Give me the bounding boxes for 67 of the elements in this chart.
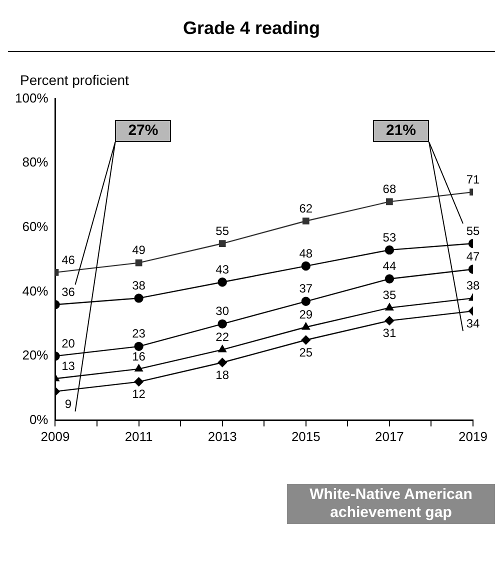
data-label: 53 [382, 230, 396, 244]
data-label: 44 [382, 259, 396, 274]
point [384, 274, 394, 284]
y-tick-label: 100% [15, 90, 49, 106]
y-tick-label: 20% [22, 348, 49, 363]
data-label: 9 [64, 396, 72, 411]
data-label: 71 [466, 172, 480, 186]
y-tick-label: 80% [22, 154, 49, 170]
text: White-Native American achievement gap [287, 484, 495, 524]
data-label: 48 [299, 246, 313, 260]
data-label: 38 [132, 278, 146, 293]
point [384, 316, 394, 326]
point [384, 245, 394, 255]
data-label: 49 [132, 243, 146, 258]
x-tick-label: 2011 [124, 428, 153, 444]
data-label: 20 [62, 336, 76, 350]
point [301, 335, 310, 345]
y-tick-label: 60% [22, 219, 49, 234]
x-tick-label: 2015 [291, 428, 320, 444]
x-tick-label: 2017 [374, 428, 404, 444]
point [218, 240, 226, 247]
data-label: 25 [299, 345, 313, 360]
data-label: 23 [132, 326, 146, 341]
point [218, 345, 226, 352]
data-label: 38 [466, 278, 480, 293]
data-label: 12 [132, 387, 146, 402]
y-axis-title: Percent proficient [20, 72, 130, 88]
chart-title: Grade 4 reading [182, 17, 322, 40]
point [218, 358, 227, 368]
point [134, 377, 144, 386]
data-label: 13 [62, 358, 76, 373]
data-label: 16 [132, 349, 146, 364]
annotation: 27% [115, 120, 172, 142]
data-label: 68 [382, 182, 396, 196]
point [385, 303, 394, 310]
data-label: 55 [466, 224, 480, 238]
data-label: 30 [216, 304, 230, 318]
data-label: 62 [299, 201, 313, 216]
x-tick-label: 2013 [208, 428, 237, 444]
point [386, 198, 393, 206]
annotation: 21% [373, 120, 429, 142]
data-label: 43 [216, 262, 230, 276]
data-label: 35 [382, 288, 396, 302]
point [134, 342, 144, 352]
point [302, 322, 310, 330]
x-tick-label: 2019 [458, 428, 488, 444]
data-label: 47 [466, 250, 480, 264]
point [302, 218, 310, 224]
data-label: 29 [299, 307, 313, 322]
point [134, 364, 143, 372]
data-label: 22 [216, 330, 230, 344]
data-label: 31 [382, 326, 396, 340]
y-tick-label: 0% [29, 412, 49, 427]
point [301, 261, 310, 271]
data-label: 37 [299, 282, 313, 296]
point [301, 296, 310, 306]
data-label: 55 [216, 224, 230, 238]
data-label: 18 [216, 368, 230, 382]
point [218, 278, 227, 287]
point [218, 319, 227, 329]
x-tick-label: 2009 [40, 428, 70, 444]
data-label: 34 [466, 316, 480, 330]
point [135, 259, 142, 266]
y-tick-label: 40% [22, 283, 49, 298]
data-label: 46 [62, 252, 76, 267]
point [134, 294, 144, 303]
data-label: 36 [62, 284, 76, 299]
